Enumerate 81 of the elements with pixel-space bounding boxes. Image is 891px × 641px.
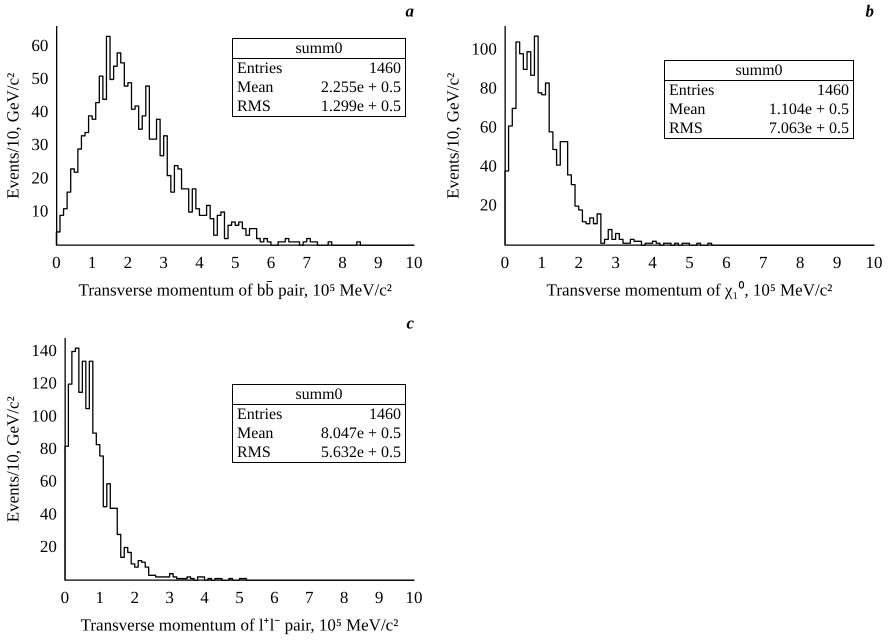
annotation: Mean [237,78,274,97]
annotation: 7.063e + 0.5 [768,119,849,138]
x-tick-label: 10 [406,588,422,607]
annotation: 2.255e + 0.5 [320,78,401,97]
y-axis-title: Events/10, GeV/c² [444,72,463,199]
x-tick-label: 5 [685,252,694,272]
y-tick-label: 20 [480,196,497,215]
annotation: 8.047e + 0.5 [320,424,401,443]
x-tick-label: 6 [266,252,276,272]
y-tick-label: 20 [31,168,48,188]
x-tick-label: 6 [270,588,279,607]
x-tick-label: 1 [96,588,104,607]
y-tick-label: 40 [40,504,57,524]
y-tick-label: 10 [31,202,48,221]
annotation: Entries [237,405,282,424]
y-tick-label: 100 [471,39,497,58]
annotation: Entries [237,59,282,78]
annotation: summ0 [233,385,405,405]
x-tick-label: 8 [796,252,804,272]
x-tick-label: 6 [722,252,731,272]
x-tick-label: 2 [574,252,583,272]
x-tick-label: 7 [305,588,314,607]
x-tick-label: 4 [195,252,204,272]
y-tick-label: 80 [40,438,57,458]
chart-title: b [866,2,874,21]
annotation: 1.104e + 0.5 [768,100,849,119]
annotation: 1460 [369,405,401,424]
y-tick-label: 80 [480,78,497,98]
y-tick-label: 30 [31,135,48,154]
y-tick-label: 40 [31,102,48,122]
y-tick-label: 40 [480,156,497,176]
x-tick-label: 5 [235,588,244,607]
annotation: 5.632e + 0.5 [320,443,401,462]
annotation: Mean [237,424,274,443]
x-tick-label: 0 [52,252,61,272]
x-tick-label: 10 [406,252,422,272]
y-tick-label: 20 [40,536,57,556]
y-tick-label: 60 [480,117,497,136]
y-tick-label: 100 [31,406,57,426]
y-tick-label: 50 [31,68,48,88]
x-tick-label: 2 [130,588,139,607]
annotation: 1.299e + 0.5 [320,97,401,116]
annotation: RMS [237,97,271,116]
x-tick-label: 4 [648,252,658,272]
annotation: summ0 [665,61,853,81]
y-tick-label: 60 [31,36,48,55]
y-tick-label: 60 [40,472,57,491]
annotation: Entries [669,81,714,100]
x-tick-label: 8 [340,588,348,607]
x-tick-label: 7 [302,252,312,272]
annotation: Mean [669,100,706,119]
x-axis-title: Transverse momentum of l⁺l⁻ pair, 10⁵ MeV/c² [80,615,398,634]
x-tick-label: 5 [230,252,240,272]
x-tick-label: 10 [866,252,882,272]
x-tick-label: 4 [200,588,210,607]
x-tick-label: 3 [611,252,620,272]
x-tick-label: 7 [759,252,768,272]
x-tick-label: 0 [500,252,510,272]
annotation: 1460 [369,59,401,78]
x-tick-label: 8 [338,252,347,272]
annotation: 1460 [817,81,849,100]
chart-title: c [406,314,414,333]
y-axis-title: Events/10, GeV/c² [4,72,23,199]
x-axis-title: Transverse momentum of χ₁⁰, 10⁵ MeV/c² [546,280,832,300]
x-tick-label: 3 [159,252,168,272]
x-tick-label: 1 [88,252,96,272]
y-tick-label: 140 [31,340,57,360]
x-tick-label: 3 [165,588,174,607]
chart-title: a [406,2,414,21]
y-axis-title: Events/10, GeV/c² [4,396,23,522]
x-tick-label: 2 [124,252,132,272]
x-tick-label: 1 [538,252,546,272]
x-axis-title: Transverse momentum of bb̄ pair, 10⁵ MeV/c² [78,280,392,300]
x-tick-label: 9 [374,588,384,607]
x-tick-label: 9 [832,252,842,272]
x-tick-label: 9 [374,252,382,272]
x-tick-label: 0 [60,588,70,607]
annotation: RMS [237,443,271,462]
y-tick-label: 120 [31,374,57,393]
annotation: RMS [669,119,703,138]
annotation: summ0 [233,39,405,59]
